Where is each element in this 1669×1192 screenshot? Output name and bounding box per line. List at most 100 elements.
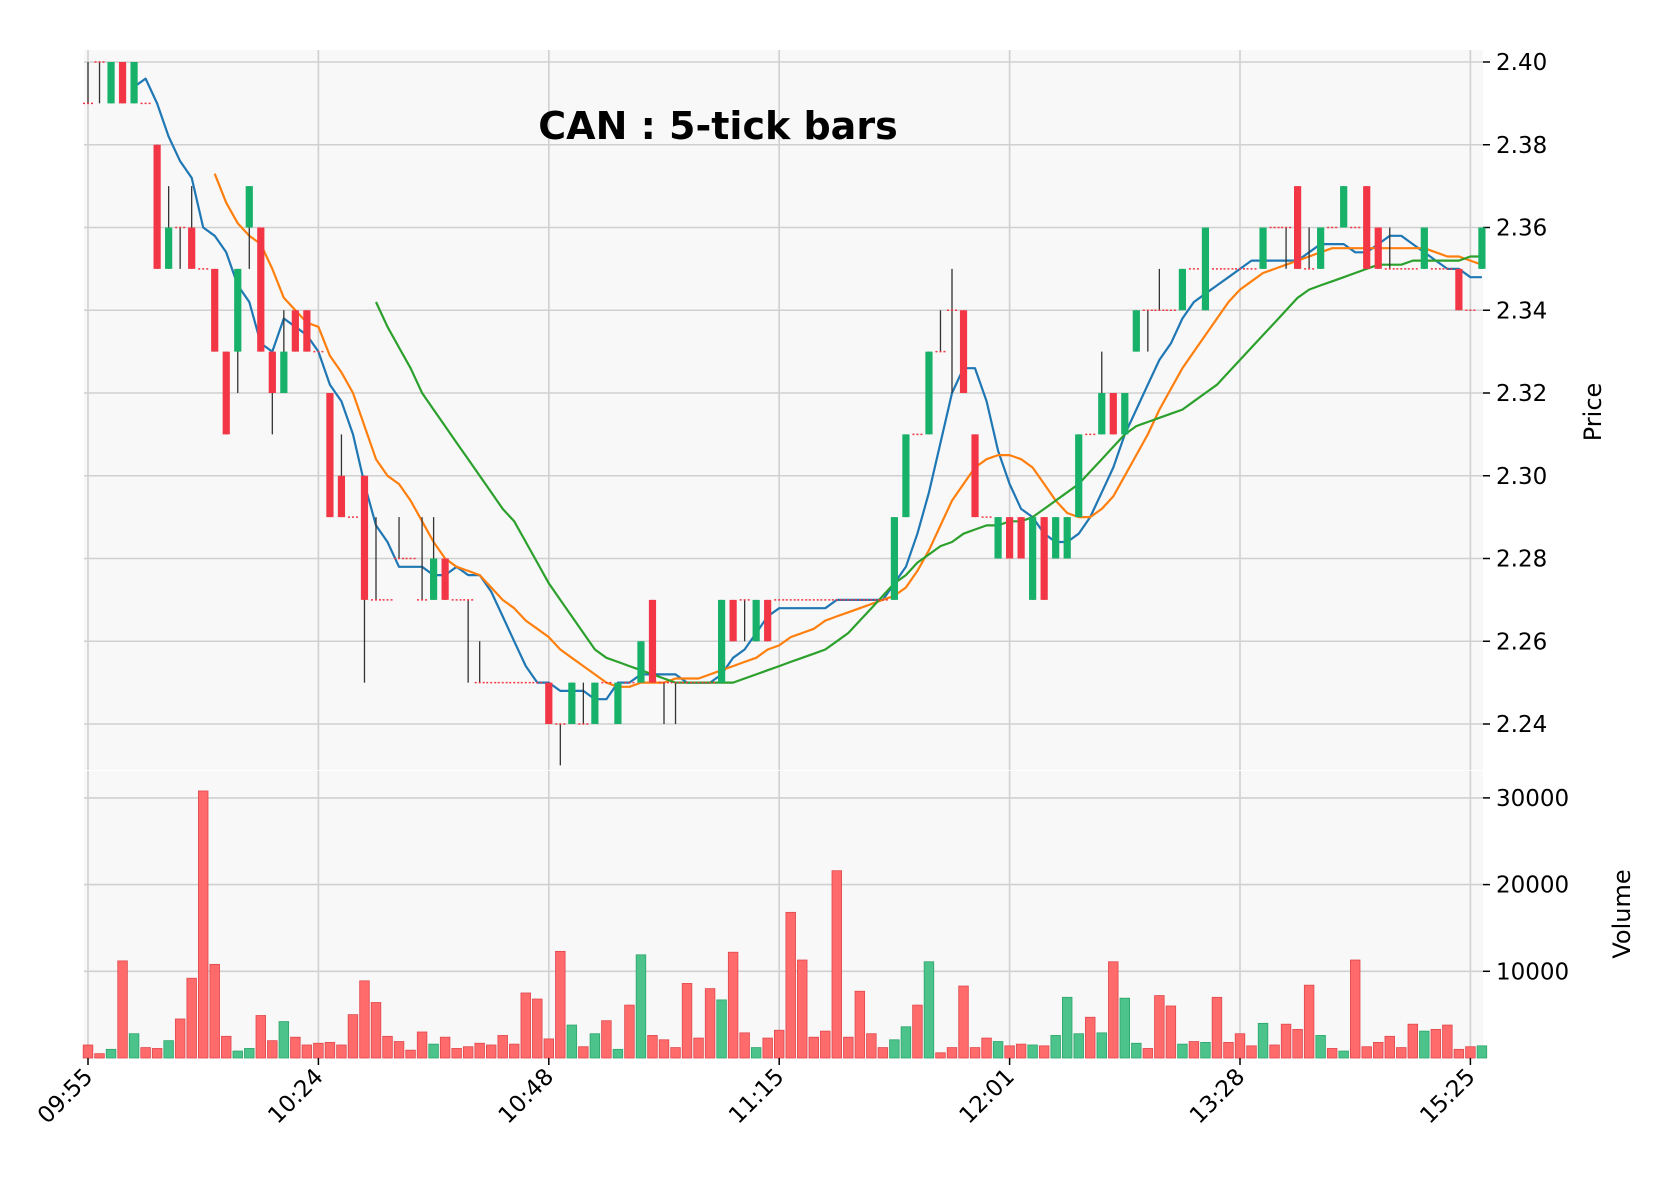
candle — [971, 434, 979, 518]
volume-bar — [290, 1036, 301, 1059]
volume-bar — [186, 977, 197, 1059]
volume-tick-label: 10000 — [1496, 959, 1569, 985]
volume-bar — [1131, 1042, 1142, 1059]
candle-body — [153, 144, 161, 269]
volume-bar — [670, 1047, 681, 1059]
volume-bar — [1453, 1048, 1465, 1059]
volume-bar — [935, 1052, 946, 1059]
candle — [234, 268, 242, 393]
candle — [902, 434, 910, 518]
candle — [1478, 227, 1486, 269]
candle — [591, 682, 599, 724]
volume-bar — [117, 960, 128, 1059]
volume-bar — [359, 980, 370, 1059]
candle — [614, 682, 622, 724]
volume-bar — [151, 1048, 163, 1059]
candle-body — [130, 62, 138, 104]
volume-bar — [1165, 1005, 1177, 1059]
candle-body — [118, 62, 127, 104]
price-axis-label: Price — [1579, 383, 1607, 442]
volume-bar — [750, 1047, 762, 1059]
candle — [1142, 309, 1153, 352]
candle — [555, 723, 566, 766]
volume-bar — [1442, 1024, 1453, 1059]
volume-bar — [197, 790, 209, 1059]
volume-bar — [1050, 1035, 1061, 1059]
volume-bar — [727, 951, 739, 1059]
candle-body — [441, 558, 449, 600]
moving-average-20-line — [375, 255, 1482, 684]
volume-bar — [474, 1042, 485, 1059]
candle-body — [1132, 310, 1140, 352]
candle-body — [902, 434, 910, 518]
volume-bar — [140, 1047, 151, 1059]
candle — [1109, 393, 1117, 435]
candle — [670, 681, 681, 724]
volume-bar — [174, 1018, 186, 1059]
volume-bar — [405, 1049, 416, 1059]
volume-bar — [105, 1048, 117, 1059]
volume-bar — [981, 1037, 992, 1059]
candle-body — [971, 434, 979, 518]
volume-bar — [1280, 1023, 1292, 1059]
candle — [568, 682, 576, 724]
volume-bar — [647, 1035, 658, 1059]
volume-bar — [1004, 1045, 1015, 1059]
volume-bar — [555, 950, 566, 1059]
candle-body — [764, 599, 772, 642]
candle — [739, 599, 750, 642]
candle — [360, 475, 369, 683]
volume-bar — [854, 990, 866, 1059]
volume-panel-background — [84, 771, 1483, 1058]
volume-bar — [889, 1039, 900, 1059]
candle-body — [1121, 393, 1129, 435]
volume-bar — [509, 1043, 520, 1059]
candle — [718, 599, 726, 683]
volume-bar — [992, 1041, 1004, 1059]
candle — [1075, 434, 1083, 518]
candle-body — [729, 599, 737, 642]
volume-bar — [912, 1004, 923, 1059]
volume-bar — [532, 998, 543, 1059]
candle — [83, 62, 93, 105]
price-tick-label: 2.40 — [1496, 50, 1547, 76]
candle-body — [234, 268, 242, 352]
candle-body — [107, 62, 115, 104]
volume-bar — [232, 1050, 243, 1059]
candle-body — [1006, 517, 1014, 559]
price-tick-label: 2.24 — [1496, 712, 1547, 738]
candle — [1063, 517, 1071, 559]
volume-bar — [336, 1044, 347, 1059]
candle — [1006, 517, 1014, 559]
volume-bar — [820, 1030, 831, 1059]
volume-bar — [163, 1040, 174, 1059]
volume-bar — [1188, 1041, 1200, 1059]
price-panel: 2.24 2.26 2.28 2.30 2.32 2.34 2.36 2.38 2.40 CAN… — [83, 50, 1607, 772]
volume-bar — [278, 1021, 290, 1059]
candle-body — [614, 682, 622, 724]
candle-body — [1040, 517, 1048, 600]
volume-bar — [1027, 1044, 1038, 1059]
candle — [1420, 227, 1428, 269]
candle-body — [245, 186, 253, 228]
candle — [1132, 310, 1140, 352]
volume-bar — [393, 1041, 405, 1059]
volume-bar — [578, 1046, 589, 1059]
volume-bar — [1154, 995, 1165, 1059]
candle — [935, 310, 946, 353]
candle — [578, 682, 589, 725]
candle — [326, 393, 334, 518]
candle — [417, 517, 428, 601]
candle-body — [326, 393, 334, 518]
volume-bar — [1292, 1028, 1303, 1059]
volume-bar — [1096, 1032, 1107, 1059]
volume-tick-label: 20000 — [1496, 873, 1569, 899]
candle-body — [637, 641, 645, 683]
candles — [83, 61, 1486, 766]
volume-bar — [1246, 1045, 1257, 1059]
volume-bar — [439, 1036, 451, 1059]
volume-bar — [94, 1053, 105, 1059]
candle-body — [1420, 227, 1428, 269]
candle — [188, 186, 196, 269]
volume-bar — [774, 1029, 785, 1059]
